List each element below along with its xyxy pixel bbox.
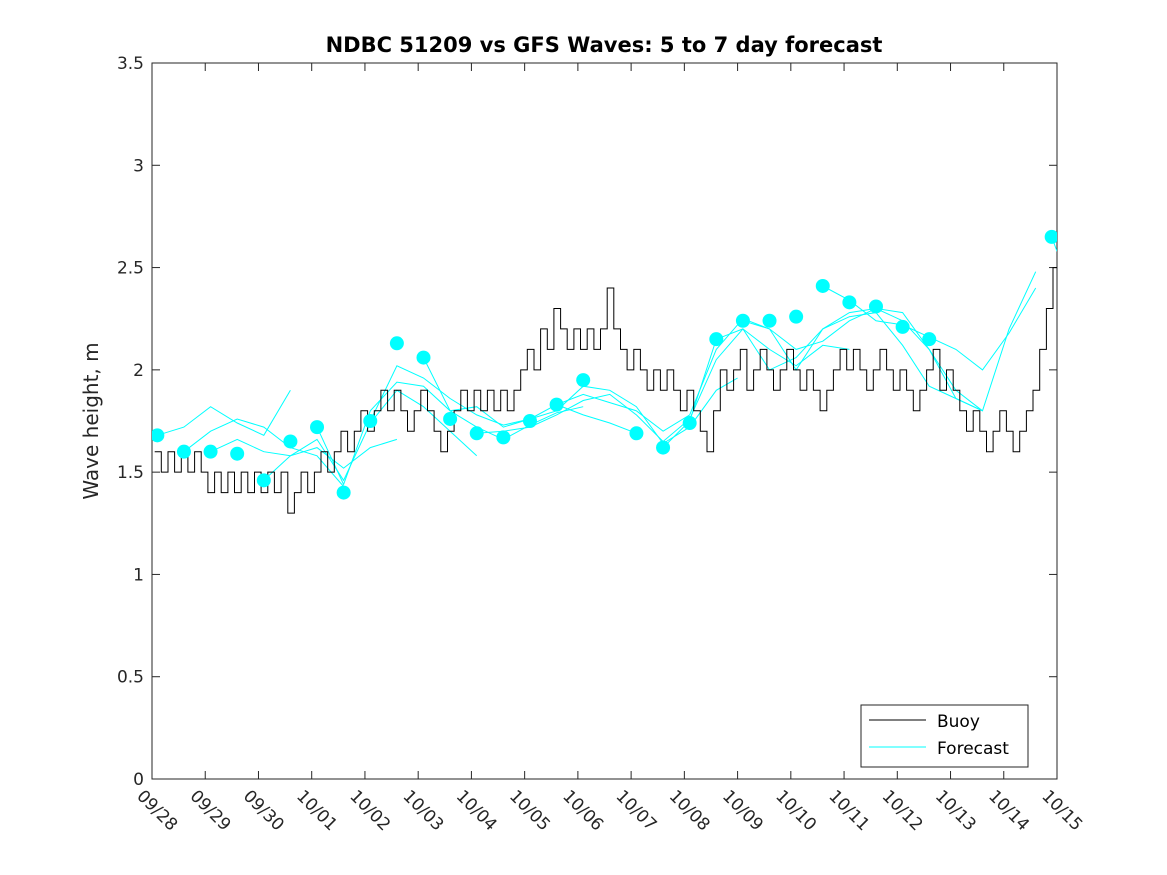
forecast-point (576, 373, 591, 388)
forecast-point (336, 485, 351, 500)
forecast-point (256, 473, 271, 488)
forecast-point (922, 332, 937, 347)
forecast-point (283, 434, 298, 449)
forecast-track (369, 365, 637, 434)
legend-label-forecast: Forecast (937, 739, 1009, 759)
y-tick-label: 0.5 (117, 668, 144, 688)
forecast-point (815, 278, 830, 293)
legend: Buoy Forecast (860, 704, 1029, 768)
forecast-point (469, 426, 484, 441)
axes-box (151, 62, 1058, 780)
forecast-point (363, 414, 378, 428)
buoy-line (154, 267, 1057, 514)
forecast-point (869, 299, 883, 314)
forecast-point (789, 309, 804, 324)
forecast-point (735, 313, 750, 328)
forecast-point (443, 411, 458, 426)
forecast-point (656, 440, 671, 455)
forecast-point (895, 319, 910, 334)
forecast-point (842, 295, 857, 310)
forecast-point (310, 420, 325, 435)
forecast-track (210, 438, 398, 469)
forecast-point (496, 430, 511, 445)
forecast-point (762, 313, 777, 328)
forecast-track (183, 418, 344, 487)
forecast-point (629, 426, 644, 441)
y-tick-label: 1 (133, 565, 144, 585)
forecast-point (1044, 229, 1057, 244)
forecast-point (549, 397, 564, 412)
forecast-point (203, 444, 218, 459)
y-tick-label: 2.5 (117, 259, 144, 279)
plot-area (152, 229, 1057, 514)
forecast-point (682, 416, 697, 431)
forecast-track (662, 271, 1037, 448)
y-tick-label: 0 (133, 770, 144, 790)
y-tick-label: 3.5 (117, 54, 144, 74)
forecast-point (230, 446, 245, 461)
legend-label-buoy: Buoy (937, 712, 980, 732)
chart-title: NDBC 51209 vs GFS Waves: 5 to 7 day fore… (326, 33, 883, 57)
y-tick-label: 2 (133, 361, 144, 381)
forecast-point (152, 428, 165, 443)
forecast-point (522, 414, 537, 428)
legend-box (860, 704, 1029, 768)
y-tick-label: 3 (133, 156, 144, 176)
forecast-point (709, 332, 724, 347)
y-axis-label: Wave height, m (79, 342, 103, 499)
forecast-point (389, 336, 404, 351)
forecast-track (157, 390, 291, 436)
forecast-point (416, 350, 431, 365)
y-tick-label: 1.5 (117, 463, 144, 483)
plot-inner (152, 229, 1057, 514)
forecast-point (176, 444, 191, 459)
